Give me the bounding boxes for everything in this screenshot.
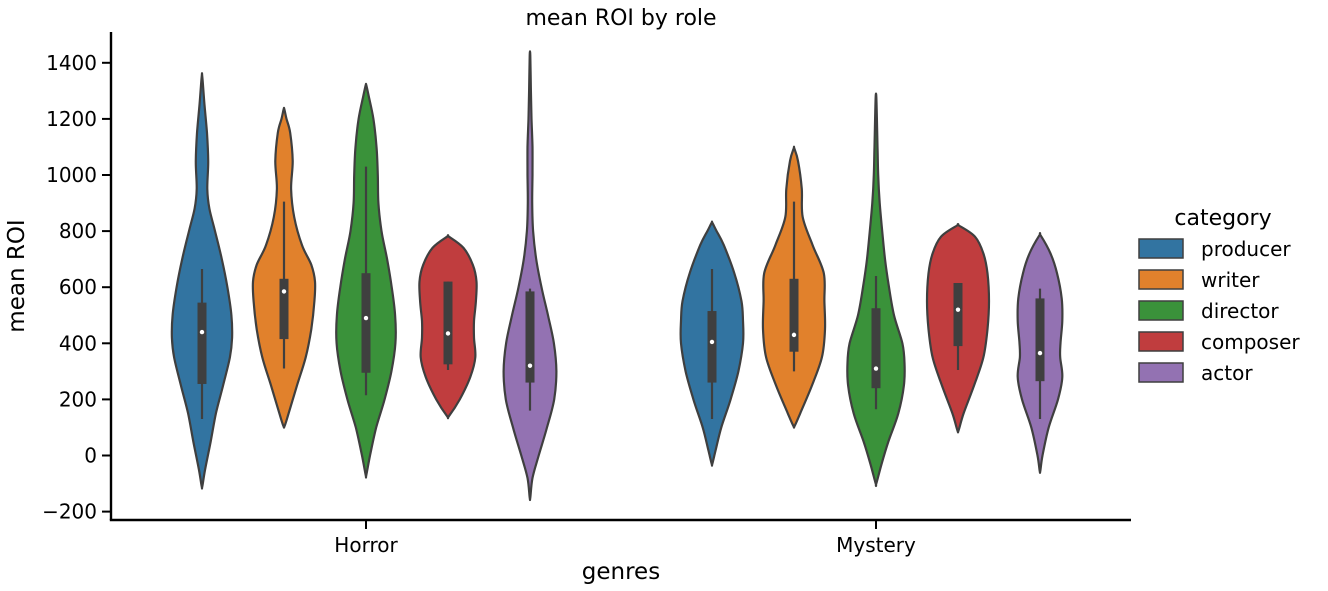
median-actor-horror [527, 363, 533, 368]
y-tick-label: 1000 [46, 163, 97, 187]
legend-label-composer: composer [1201, 330, 1300, 354]
legend-label-actor: actor [1201, 361, 1253, 385]
y-tick-label: 0 [84, 444, 97, 468]
chart-title: mean ROI by role [525, 6, 716, 31]
median-director-mystery [873, 366, 879, 371]
box-composer-horror [443, 281, 453, 365]
box-producer-horror [197, 302, 207, 384]
median-director-horror [363, 315, 369, 321]
legend-label-writer: writer [1201, 268, 1260, 292]
box-actor-horror [525, 291, 535, 383]
legend: category producer writer director composer a… [1138, 206, 1300, 385]
box-producer-mystery [707, 311, 717, 383]
legend-label-producer: producer [1201, 237, 1291, 261]
legend-title: category [1174, 206, 1271, 231]
median-writer-mystery [791, 332, 797, 338]
legend-swatch-composer [1138, 331, 1184, 352]
median-composer-horror [445, 331, 451, 336]
y-axis-label: mean ROI [4, 219, 30, 332]
x-tick-label: Mystery [836, 533, 916, 557]
y-tick-label: 600 [59, 275, 97, 299]
y-tick-label: 1200 [46, 107, 97, 131]
y-tick-label: 400 [59, 331, 97, 355]
y-tick-label: 800 [59, 219, 97, 243]
violin-actor-horror [502, 50, 558, 502]
legend-swatch-director [1138, 300, 1184, 321]
box-composer-mystery [953, 282, 963, 347]
box-writer-mystery [789, 278, 799, 352]
x-tick-label: Horror [334, 533, 398, 557]
x-axis-label: genres [582, 559, 660, 585]
plot-area [170, 50, 1064, 502]
y-tick-label: 200 [59, 387, 97, 411]
box-writer-horror [279, 278, 289, 340]
median-producer-horror [199, 329, 205, 335]
box-actor-mystery [1035, 298, 1045, 382]
median-writer-horror [281, 289, 287, 294]
y-tick-label: −200 [42, 500, 97, 524]
legend-swatch-actor [1138, 362, 1184, 383]
box-director-mystery [871, 308, 881, 389]
axes: −200 0 200 400 600 800 1000 1200 1400 Horror Myste… [42, 32, 1131, 557]
median-actor-mystery [1037, 350, 1043, 356]
median-composer-mystery [955, 307, 961, 312]
y-tick-label: 1400 [46, 51, 97, 75]
box-director-horror [361, 273, 371, 373]
median-producer-mystery [709, 339, 715, 345]
legend-label-director: director [1201, 299, 1279, 323]
legend-swatch-producer [1138, 238, 1184, 259]
legend-swatch-writer [1138, 269, 1184, 290]
